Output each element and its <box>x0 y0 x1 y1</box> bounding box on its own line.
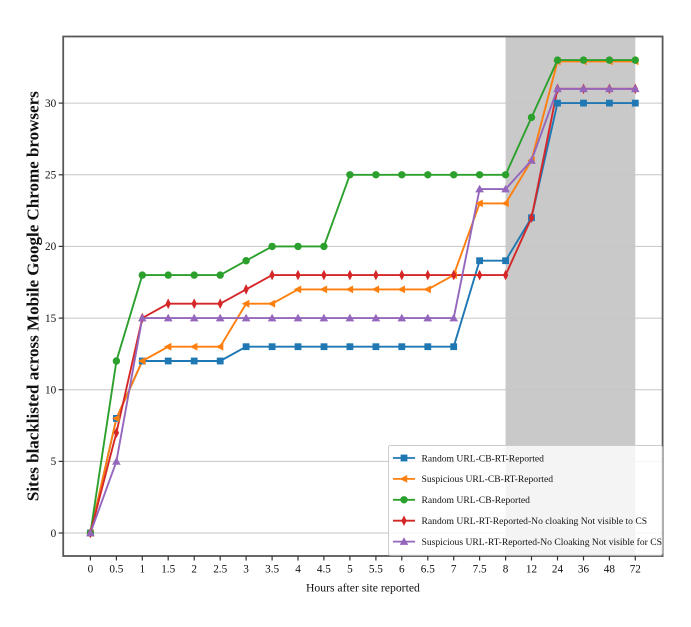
svg-text:4.5: 4.5 <box>317 564 331 576</box>
svg-text:0: 0 <box>51 528 57 540</box>
svg-text:4: 4 <box>295 564 301 576</box>
svg-text:Suspicious URL-CB-RT-Reported: Suspicious URL-CB-RT-Reported <box>422 474 554 485</box>
svg-text:6.5: 6.5 <box>421 564 435 576</box>
svg-text:7.5: 7.5 <box>473 564 487 576</box>
svg-text:7: 7 <box>451 564 457 576</box>
svg-text:3.5: 3.5 <box>265 564 279 576</box>
svg-text:25: 25 <box>45 170 57 182</box>
svg-text:5.5: 5.5 <box>369 564 383 576</box>
svg-text:5: 5 <box>347 564 353 576</box>
svg-text:5: 5 <box>51 456 57 468</box>
svg-text:36: 36 <box>578 564 590 576</box>
svg-text:8: 8 <box>503 564 509 576</box>
svg-text:0: 0 <box>88 564 94 576</box>
svg-text:15: 15 <box>45 313 57 325</box>
svg-text:6: 6 <box>399 564 405 576</box>
svg-text:2: 2 <box>191 564 197 576</box>
svg-text:3: 3 <box>243 564 249 576</box>
svg-text:Suspicious URL-RT-Reported-No: Suspicious URL-RT-Reported-No Cloaking N… <box>422 537 663 548</box>
svg-text:Sites blacklisted across Mobil: Sites blacklisted across Mobile Google C… <box>24 91 43 501</box>
svg-text:24: 24 <box>552 564 564 576</box>
svg-text:12: 12 <box>526 564 537 576</box>
svg-text:48: 48 <box>604 564 616 576</box>
svg-text:1: 1 <box>140 564 146 576</box>
svg-text:Random URL-RT-Reported-No cloa: Random URL-RT-Reported-No cloaking Not v… <box>422 516 648 527</box>
svg-text:1.5: 1.5 <box>161 564 175 576</box>
svg-text:0.5: 0.5 <box>109 564 123 576</box>
svg-text:72: 72 <box>630 564 641 576</box>
svg-text:Random URL-CB-RT-Reported: Random URL-CB-RT-Reported <box>422 453 545 464</box>
svg-text:Hours after site reported: Hours after site reported <box>306 582 420 595</box>
svg-text:Random URL-CB-Reported: Random URL-CB-Reported <box>422 495 531 506</box>
svg-text:2.5: 2.5 <box>213 564 227 576</box>
svg-text:10: 10 <box>45 385 57 397</box>
svg-text:30: 30 <box>45 98 57 110</box>
svg-text:20: 20 <box>45 241 57 253</box>
